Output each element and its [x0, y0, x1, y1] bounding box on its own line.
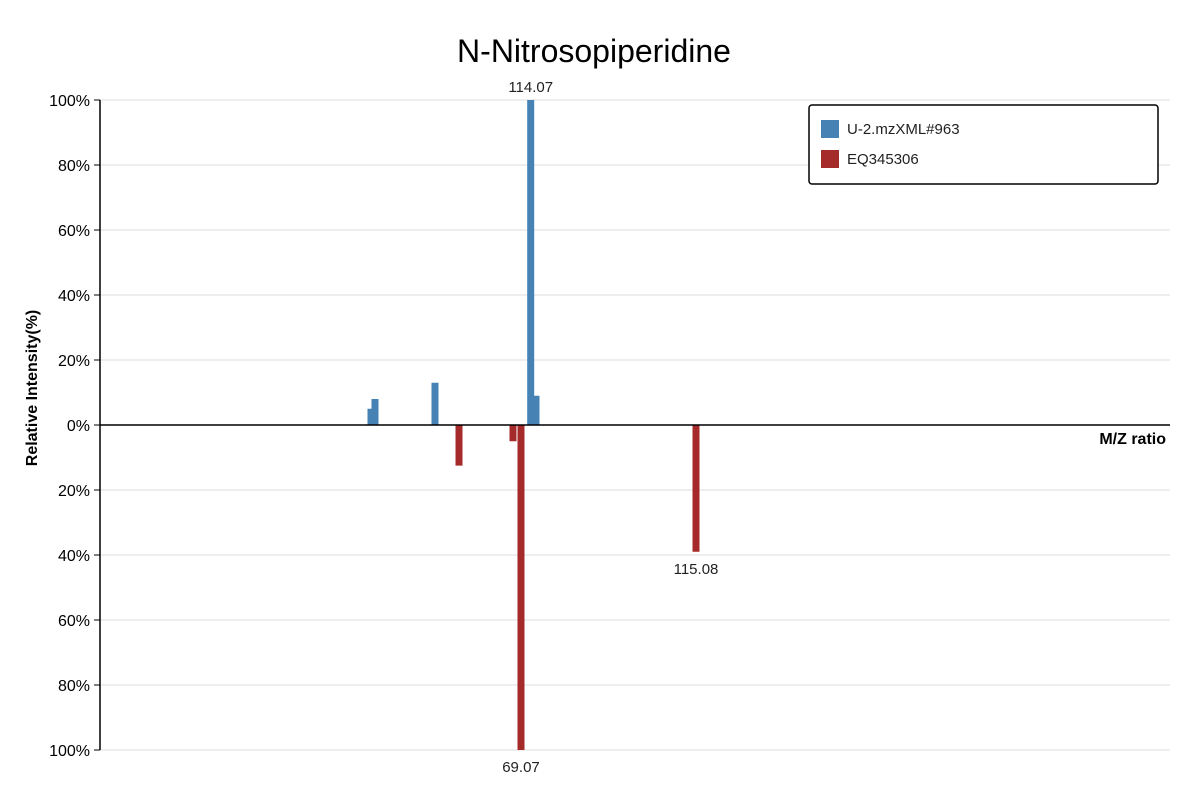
legend-label: EQ345306 — [847, 151, 919, 168]
y-tick-label: 20% — [58, 483, 90, 500]
peak-label: 114.07 — [508, 79, 553, 96]
y-tick-label: 20% — [58, 353, 90, 370]
peak-bar — [367, 408, 375, 425]
grid — [100, 99, 1170, 751]
y-tick-label: 60% — [58, 613, 90, 630]
peak-bar — [455, 425, 463, 466]
peak-label: 115.08 — [674, 561, 719, 578]
y-tick-label: 0% — [67, 418, 90, 435]
y-tick-label: 60% — [58, 223, 90, 240]
chart-title: N-Nitrosopiperidine — [457, 33, 731, 69]
x-axis-label: M/Z ratio — [1099, 431, 1166, 448]
legend-box — [808, 104, 1159, 185]
peak-label: 69.07 — [502, 759, 540, 776]
legend-swatch — [821, 120, 839, 138]
peak-bar — [517, 425, 525, 750]
y-tick-label: 100% — [49, 743, 90, 760]
legend: U-2.mzXML#963 EQ345306 — [808, 104, 1159, 185]
peak-bar — [509, 425, 517, 442]
legend-swatch — [821, 150, 839, 168]
peak-bar — [532, 395, 540, 425]
y-tick-label: 40% — [58, 548, 90, 565]
peaks — [367, 100, 700, 750]
peak-labels: 114.07 69.07 115.08 — [502, 79, 718, 776]
y-axis-ticks: 100% 80% 60% 40% 20% 0% 20% 40% 60% 80% 100% — [49, 93, 100, 760]
y-tick-label: 100% — [49, 93, 90, 110]
axes — [99, 100, 1170, 750]
peak-bar — [527, 100, 535, 425]
y-tick-label: 80% — [58, 158, 90, 175]
y-axis-label: Relative Intensity(%) — [24, 310, 41, 466]
peak-bar — [431, 382, 439, 425]
peak-bar — [692, 425, 700, 552]
peak-bar — [371, 399, 379, 425]
y-tick-label: 40% — [58, 288, 90, 305]
y-tick-label: 80% — [58, 678, 90, 695]
legend-label: U-2.mzXML#963 — [847, 121, 960, 138]
